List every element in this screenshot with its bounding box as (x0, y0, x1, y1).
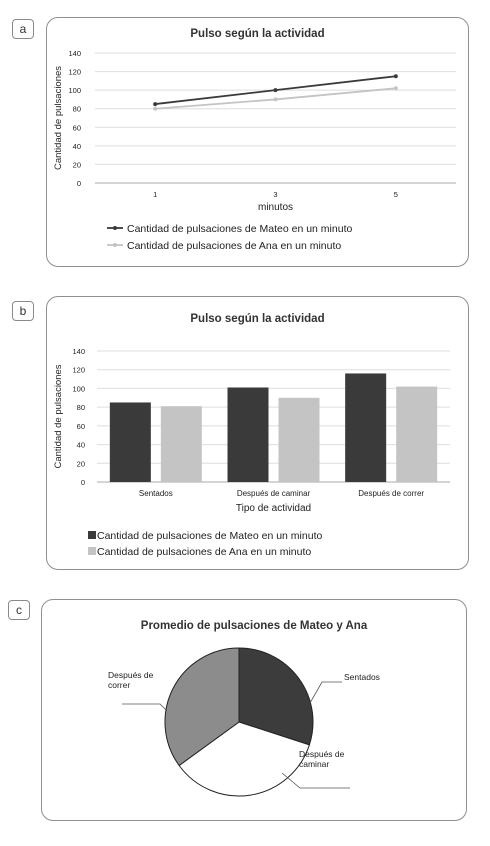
y-tick-label: 0 (81, 478, 85, 487)
y-tick-label: 40 (73, 142, 81, 151)
pie-slice (178, 721, 311, 797)
bar-1 (345, 373, 387, 482)
slice-label: Después de caminar (299, 749, 345, 769)
bar-2 (278, 397, 320, 482)
data-point (393, 74, 398, 79)
y-tick-label: 60 (73, 123, 81, 132)
slice-label: Después de correr (108, 670, 154, 690)
legend-marker (113, 226, 117, 230)
y-tick-label: 140 (68, 49, 81, 58)
data-point (153, 102, 158, 107)
data-point (273, 88, 278, 93)
legend-label: Cantidad de pulsaciones de Ana en un min… (97, 546, 311, 558)
pie-chart: Sentados Después de caminar Después de corre… (108, 647, 380, 797)
legend-label: Cantidad de pulsaciones de Mateo en un m… (127, 223, 352, 235)
data-point (273, 97, 278, 102)
line-chart-panel: Pulso según la actividad 0 20 40 60 80 100 120… (46, 17, 469, 267)
bar-chart: 0 20 40 60 80 100 120 140 Sentados Después de cam… (53, 347, 450, 558)
y-tick-label: 100 (68, 86, 81, 95)
bar-chart-title: Pulso según la actividad (190, 313, 325, 325)
leader-line (309, 681, 342, 704)
panel-b-tag: b (12, 301, 34, 321)
bar-2 (396, 386, 438, 482)
y-tick-label: 140 (72, 347, 85, 356)
x-tick-label: 5 (394, 190, 398, 199)
x-tick-label: Sentados (139, 489, 173, 498)
x-tick-label: 3 (273, 190, 277, 199)
bar-1 (109, 402, 151, 482)
legend-label: Cantidad de pulsaciones de Ana en un min… (127, 240, 341, 252)
panel-a-tag: a (12, 19, 34, 39)
y-tick-label: 60 (77, 422, 85, 431)
line-chart-title: Pulso según la actividad (190, 28, 325, 40)
x-tick-label: 1 (153, 190, 157, 199)
legend-swatch (88, 547, 96, 555)
line-chart: 0 20 40 60 80 100 120 140 1 3 5 minutos Cantidad de … (53, 49, 456, 252)
y-tick-label: 120 (72, 366, 85, 375)
panel-c-tag: c (8, 600, 30, 620)
x-axis-label: Tipo de actividad (236, 503, 311, 514)
pie-chart-title: Promedio de pulsaciones de Mateo y Ana (140, 620, 368, 632)
legend-marker (113, 243, 117, 247)
leader-line (281, 772, 350, 789)
y-tick-label: 20 (77, 459, 85, 468)
legend-swatch (88, 531, 96, 539)
slice-label: Sentados (344, 672, 380, 682)
data-point (393, 86, 398, 91)
bar-chart-panel: Pulso según la actividad 0 20 40 60 80 100 120… (46, 296, 469, 570)
x-tick-label: Después de caminar (237, 489, 311, 498)
y-axis-label: Cantidad de pulsaciones (53, 66, 64, 170)
y-tick-label: 40 (77, 441, 85, 450)
pie-slice (164, 647, 240, 767)
pie-chart-panel: Promedio de pulsaciones de Mateo y Ana S… (41, 599, 467, 821)
bar-2 (160, 406, 202, 482)
leader-line (122, 703, 168, 712)
y-tick-label: 120 (68, 68, 81, 77)
y-tick-label: 0 (77, 179, 81, 188)
pie-slice (238, 647, 314, 746)
y-tick-label: 80 (77, 403, 85, 412)
y-tick-label: 100 (72, 384, 85, 393)
x-axis-label: minutos (258, 202, 293, 213)
data-point (153, 106, 158, 111)
bar-1 (227, 387, 269, 482)
legend-label: Cantidad de pulsaciones de Mateo en un m… (97, 530, 322, 542)
y-tick-label: 80 (73, 105, 81, 114)
x-tick-label: Después de correr (358, 489, 424, 498)
y-axis-label: Cantidad de pulsaciones (53, 364, 64, 468)
y-tick-label: 20 (73, 160, 81, 169)
